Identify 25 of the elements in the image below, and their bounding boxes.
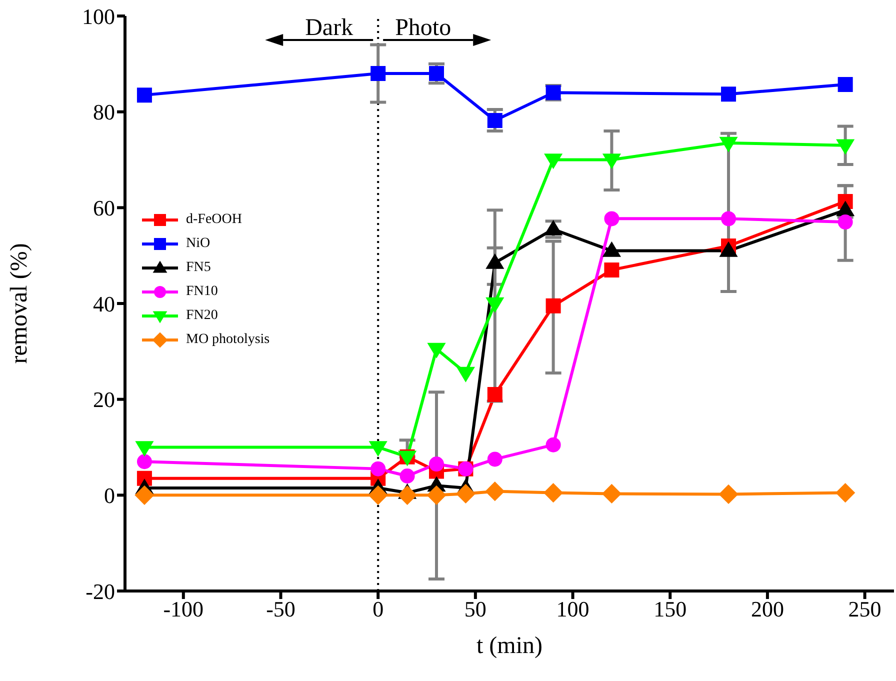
y-tick-label: 40 xyxy=(93,291,115,316)
x-tick-label: 0 xyxy=(372,596,384,622)
legend-label: NiO xyxy=(186,235,210,253)
x-tick-label: -100 xyxy=(163,596,204,622)
y-tick-label: 0 xyxy=(104,482,115,508)
y-tick-label: 100 xyxy=(82,4,115,29)
legend-label: FN5 xyxy=(186,259,211,277)
legend-label: MO photolysis xyxy=(186,331,270,349)
x-tick-label: 150 xyxy=(654,596,687,622)
annotation: Dark xyxy=(305,15,354,41)
y-axis-title: removal (%) xyxy=(6,243,33,364)
y-tick-label: 80 xyxy=(93,100,115,125)
x-tick-label: 200 xyxy=(750,596,784,622)
legend-label: FN20 xyxy=(186,307,218,325)
y-tick-label: 20 xyxy=(93,387,115,412)
y-tick-label: 60 xyxy=(93,195,115,220)
x-axis-title: t (min) xyxy=(476,633,542,659)
x-tick-label: 100 xyxy=(556,596,590,622)
legend-label: d-FeOOH xyxy=(186,211,242,229)
x-tick-label: 250 xyxy=(848,596,882,622)
y-tick-label: -20 xyxy=(86,578,115,604)
x-tick-label: 50 xyxy=(464,596,486,622)
annotation: Photo xyxy=(395,15,452,41)
x-tick-label: -50 xyxy=(266,596,296,622)
legend-label: FN10 xyxy=(186,283,218,301)
